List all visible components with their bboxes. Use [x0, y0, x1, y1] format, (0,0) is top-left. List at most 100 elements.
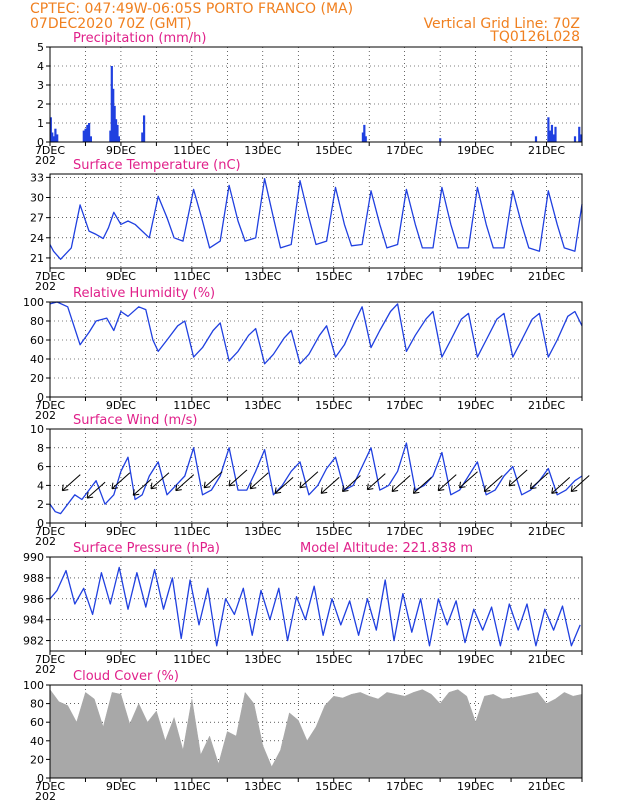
precip-bar — [554, 126, 557, 142]
wind-panel: 0 2 4 6 8 10 7DEC 9DEC 11DEC 13DEC 15DEC 17DEC 19DEC… — [30, 413, 590, 548]
temp-xtick-label: 21DEC — [528, 270, 565, 283]
wind-arrow-head — [111, 482, 119, 490]
precip-bar — [573, 136, 577, 142]
precip-bar — [82, 130, 85, 142]
cloud-area — [49, 688, 583, 779]
pres-xtick-label: 17DEC — [386, 653, 423, 666]
wind-arrow — [320, 477, 340, 494]
rh-panel: 0 20 40 60 80 100 7DEC 9DEC 11DEC 13DEC 15DEC 17DEC… — [23, 286, 583, 422]
wind-arrow — [551, 477, 571, 494]
precip-ytick-label: 0 — [37, 136, 44, 149]
precip-xtick-label: 17DEC — [386, 144, 423, 157]
header-code: TQ0126L028 — [489, 29, 580, 45]
precip-bar — [112, 88, 115, 142]
wind-arrow-head — [61, 484, 69, 492]
temp-panel: 21 24 27 30 33 7DEC 9DEC 11DEC 13DEC 15DEC 17DEC 19… — [30, 158, 583, 293]
precip-bar — [110, 66, 113, 142]
wind-xtick-label: 13DEC — [244, 525, 281, 538]
temp-ytick-label: 24 — [30, 232, 44, 245]
precip-bar — [117, 136, 121, 142]
wind-arrow-head — [320, 487, 328, 494]
cloud-xtick-label: 21DEC — [528, 780, 565, 793]
wind-arrow-head — [299, 481, 306, 489]
pres-ytick-label: 982 — [23, 635, 44, 648]
precip-title: Precipitation (mm/h) — [73, 31, 206, 46]
temp-xtick-label: 15DEC — [315, 270, 352, 283]
temp-xtick-label: 13DEC — [244, 270, 281, 283]
precip-xtick-label: 19DEC — [457, 144, 494, 157]
wind-arrow — [111, 472, 131, 490]
precip-bar — [361, 132, 365, 142]
rh-frame — [49, 301, 583, 398]
pres-ytick-label: 988 — [23, 572, 44, 585]
wind-arrow — [391, 475, 411, 493]
wind-arrow-head — [366, 483, 374, 491]
header-date: 07DEC2020 70Z (GMT) — [30, 16, 192, 32]
wind-arrow-shaft — [570, 475, 590, 492]
precip-bar — [84, 128, 87, 142]
precip-bar — [54, 128, 57, 142]
pres-panel: 982 984 986 988 990 7DEC 9DEC 11DEC 13DEC 15DEC 17… — [23, 541, 583, 676]
precip-ytick-label: 1 — [37, 117, 44, 130]
wind-arrow-head — [391, 485, 399, 493]
temp-xtick-label: 19DEC — [457, 270, 494, 283]
pres-frame — [49, 556, 583, 652]
rh-xtick-label: 17DEC — [386, 399, 423, 412]
wind-arrow — [203, 471, 223, 489]
precip-bar — [550, 124, 554, 142]
temp-xtick-label: 9DEC — [106, 270, 136, 283]
wind-ytick-label: 10 — [30, 423, 44, 436]
precip-bar — [578, 126, 581, 142]
wind-arrow — [366, 473, 386, 491]
rh-xtick-label: 15DEC — [315, 399, 352, 412]
precip-bar — [547, 117, 550, 142]
wind-xtick-label: 15DEC — [315, 525, 352, 538]
wind-arrow-shaft — [132, 478, 152, 496]
pres-title: Surface Pressure (hPa) — [73, 541, 220, 556]
precip-bar — [141, 132, 144, 142]
pres-ytick-label: 990 — [23, 551, 44, 564]
rh-ytick-label: 0 — [37, 391, 44, 404]
precip-bar — [52, 136, 55, 142]
pres-year-stub: 202 — [35, 663, 56, 676]
temp-ytick-label: 21 — [30, 252, 44, 265]
wind-arrow — [483, 475, 503, 493]
cloud-xtick-label: 9DEC — [106, 780, 136, 793]
header-grid-note: Vertical Grid Line: 70Z — [424, 16, 580, 32]
wind-arrow — [228, 469, 248, 487]
wind-xtick-label: 9DEC — [106, 525, 136, 538]
precip-ytick-label: 2 — [37, 98, 44, 111]
wind-arrow — [274, 477, 294, 494]
wind-ytick-label: 8 — [37, 442, 44, 455]
wind-arrow-head — [150, 482, 158, 490]
wind-arrow-head — [459, 481, 466, 489]
wind-arrow-head — [86, 492, 94, 499]
wind-arrow-head — [341, 485, 349, 493]
wind-arrow — [132, 478, 152, 496]
wind-arrow-shaft — [111, 472, 131, 490]
rh-xtick-label: 21DEC — [528, 399, 565, 412]
precip-ytick-label: 5 — [37, 41, 44, 54]
wind-arrow-head — [508, 479, 516, 487]
pres-series-line — [49, 566, 581, 647]
pres-note: Model Altitude: 221.838 m — [300, 541, 473, 556]
wind-arrow — [508, 469, 528, 487]
precip-bar — [549, 130, 552, 142]
temp-ytick-label: 30 — [30, 192, 44, 205]
pres-xtick-label: 15DEC — [315, 653, 352, 666]
precip-bar — [109, 130, 112, 142]
precip-bar — [89, 136, 92, 142]
wind-arrow-shaft — [150, 472, 170, 490]
temp-xtick-label: 17DEC — [386, 270, 423, 283]
wind-year-stub: 202 — [35, 535, 56, 548]
cloud-ytick-label: 20 — [30, 753, 44, 766]
cloud-xtick-label: 15DEC — [315, 780, 352, 793]
temp-ytick-label: 27 — [30, 212, 44, 225]
rh-xtick-label: 11DEC — [173, 399, 210, 412]
rh-ytick-label: 40 — [30, 353, 44, 366]
wind-arrow-shaft — [484, 475, 503, 492]
rh-ytick-label: 100 — [23, 296, 44, 309]
wind-arrow-shaft — [175, 474, 195, 491]
wind-ytick-label: 4 — [37, 479, 44, 492]
